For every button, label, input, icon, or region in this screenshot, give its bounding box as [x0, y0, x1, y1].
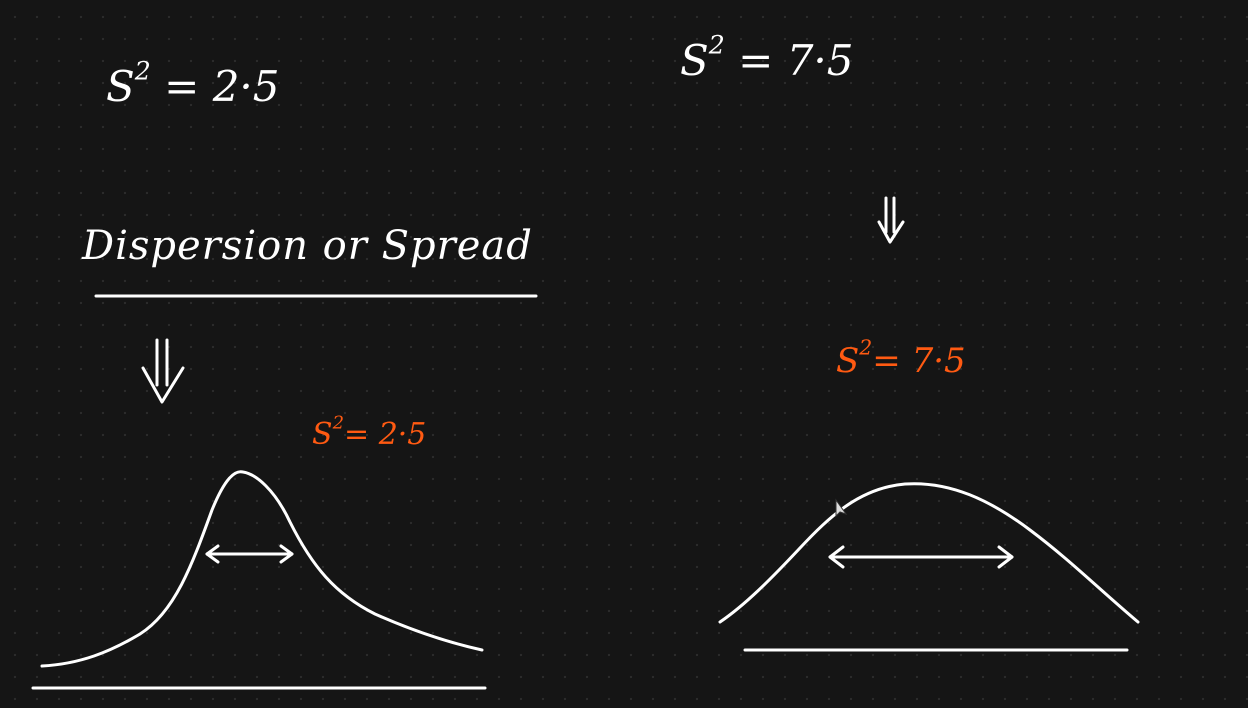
right-annotation: S2= 7·5	[836, 337, 966, 381]
left-variance-value: = 2·5	[164, 62, 280, 111]
dispersion-heading: Dispersion or Spread	[82, 223, 533, 269]
pointer-cursor-icon	[835, 498, 848, 518]
right-spread-arrow	[828, 545, 1014, 569]
left-annotation-value: = 2·5	[344, 417, 427, 452]
right-variance-label: S2 = 7·5	[680, 32, 854, 82]
left-variance-symbol: S	[106, 62, 135, 111]
left-annotation: S2= 2·5	[312, 414, 427, 452]
left-double-arrow-icon	[141, 338, 185, 404]
right-variance-exponent: 2	[708, 30, 725, 60]
left-bell-curve	[40, 470, 484, 668]
left-variance-exponent: 2	[134, 56, 151, 86]
right-annotation-symbol: S	[836, 341, 860, 381]
right-variance-value: = 7·5	[738, 36, 854, 85]
right-double-arrow-icon	[877, 196, 905, 244]
left-spread-arrow	[205, 544, 294, 564]
right-bell-curve	[718, 482, 1140, 624]
right-variance-symbol: S	[680, 36, 709, 85]
right-annotation-exponent: 2	[859, 335, 873, 360]
left-annotation-symbol: S	[312, 417, 333, 452]
right-annotation-value: = 7·5	[872, 341, 966, 381]
left-variance-label: S2 = 2·5	[106, 58, 280, 108]
left-annotation-exponent: 2	[332, 412, 345, 434]
